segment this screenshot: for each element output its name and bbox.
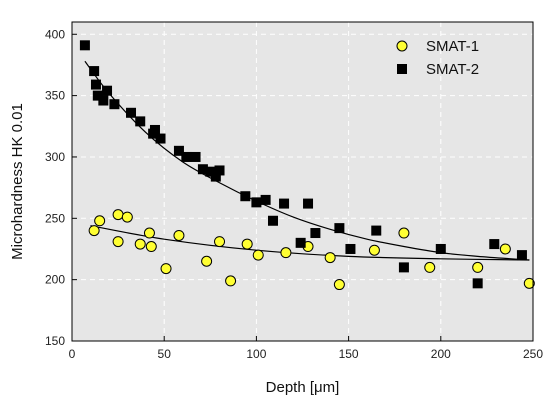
point-series-1 [201, 255, 213, 267]
point-series-1 [214, 236, 226, 248]
point-series-1 [121, 211, 133, 223]
point-series-1 [252, 249, 264, 261]
point-series-2 [371, 225, 382, 236]
point-series-1 [499, 243, 511, 255]
point-series-1 [160, 263, 172, 275]
point-series-2 [102, 85, 113, 96]
x-tick-label: 0 [69, 347, 76, 361]
legend-marker-2 [397, 64, 407, 74]
x-tick-label: 250 [523, 347, 543, 361]
point-series-2 [251, 197, 262, 208]
point-series-2 [345, 243, 356, 254]
point-series-2 [489, 239, 500, 250]
point-series-1 [173, 229, 185, 241]
point-series-2 [279, 198, 290, 209]
legend-label-1: SMAT-1 [426, 38, 479, 55]
point-series-1 [280, 247, 292, 259]
data-points [79, 40, 535, 291]
point-series-1 [368, 244, 380, 256]
y-axis-title: Microhardness HK 0.01 [9, 103, 26, 260]
point-series-2 [173, 145, 184, 156]
y-tick-label: 150 [45, 334, 65, 348]
y-tick-label: 300 [45, 150, 65, 164]
point-series-1 [143, 227, 155, 239]
point-series-2 [267, 215, 278, 226]
point-series-1 [225, 275, 237, 287]
point-series-2 [334, 223, 345, 234]
fit-curve-series-1 [90, 225, 530, 261]
axis-ticks: 0 50 100 150 200 250 150 200 250 300 350 400 [45, 27, 543, 361]
point-series-2 [240, 191, 251, 202]
legend-label-2: SMAT-2 [426, 61, 479, 78]
point-series-2 [181, 151, 192, 162]
point-series-1 [333, 279, 345, 291]
plot-area [72, 22, 533, 341]
point-series-1 [241, 238, 253, 250]
x-tick-label: 100 [246, 347, 266, 361]
y-tick-label: 350 [45, 89, 65, 103]
y-tick-label: 250 [45, 211, 65, 225]
point-series-2 [295, 237, 306, 248]
point-series-2 [303, 198, 314, 209]
point-series-1 [523, 277, 535, 289]
point-series-2 [214, 165, 225, 176]
point-series-2 [260, 194, 271, 205]
x-tick-label: 150 [339, 347, 359, 361]
point-series-2 [155, 133, 166, 144]
point-series-1 [324, 252, 336, 264]
point-series-2 [98, 95, 109, 106]
point-series-2 [90, 79, 101, 90]
legend-marker-1 [396, 40, 408, 52]
point-series-1 [424, 261, 436, 273]
y-tick-label: 200 [45, 273, 65, 287]
point-series-2 [516, 250, 527, 261]
point-series-1 [112, 236, 124, 248]
point-series-1 [145, 241, 157, 253]
legend: SMAT-1 SMAT-2 [396, 38, 479, 78]
point-series-2 [79, 40, 90, 51]
plot-frame [71, 21, 534, 342]
point-series-1 [398, 227, 410, 239]
point-series-2 [126, 107, 137, 118]
grid-lines [72, 22, 533, 341]
point-series-1 [94, 215, 106, 227]
y-tick-label: 400 [45, 27, 65, 41]
point-series-1 [472, 261, 484, 273]
point-series-2 [472, 278, 483, 289]
point-series-1 [88, 225, 100, 237]
point-series-2 [190, 151, 201, 162]
x-tick-label: 200 [431, 347, 451, 361]
point-series-2 [435, 243, 446, 254]
point-series-1 [112, 209, 124, 221]
point-series-1 [134, 238, 146, 250]
x-axis-title: Depth [μm] [266, 379, 340, 396]
point-series-2 [149, 124, 160, 135]
point-series-2 [135, 116, 146, 127]
point-series-2 [89, 66, 100, 77]
x-tick-label: 50 [158, 347, 172, 361]
point-series-2 [398, 262, 409, 273]
point-series-2 [109, 99, 120, 110]
point-series-2 [310, 228, 321, 239]
